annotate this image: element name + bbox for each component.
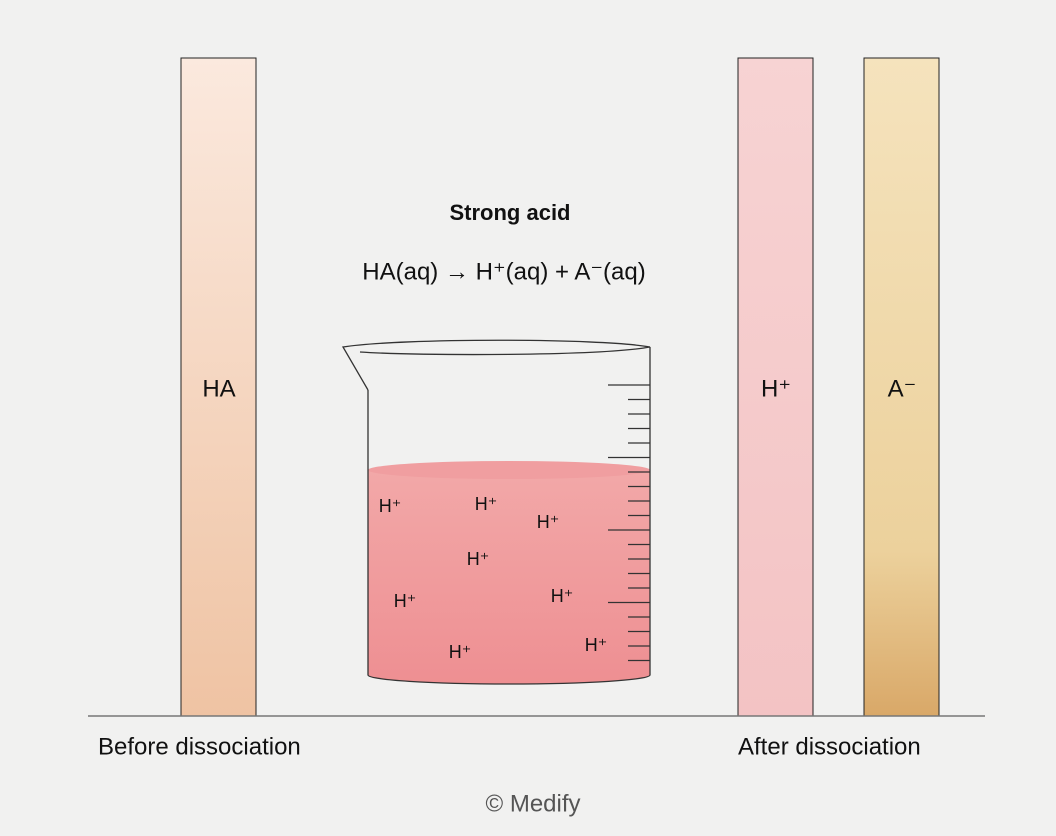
ion-label: H⁺ (537, 512, 560, 532)
caption-before: Before dissociation (98, 733, 301, 760)
title: Strong acid (449, 200, 570, 225)
liquid (368, 470, 650, 684)
ion-label: H⁺ (467, 549, 490, 569)
ion-label: H⁺ (379, 496, 402, 516)
ion-label: H⁺ (475, 494, 498, 514)
equation: HA(aq) → H⁺(aq) + A⁻(aq) (362, 258, 645, 285)
ion-label: H⁺ (585, 635, 608, 655)
footer: © Medify (485, 790, 580, 817)
beaker (341, 339, 651, 685)
column-label: H⁺ (761, 375, 791, 402)
column-ha (180, 57, 257, 717)
column-label: HA (202, 375, 235, 402)
column-a (863, 57, 940, 717)
caption-after: After dissociation (738, 733, 921, 760)
column-h (737, 57, 814, 717)
ion-label: H⁺ (551, 586, 574, 606)
ion-label: H⁺ (449, 642, 472, 662)
liquid-surface (368, 461, 650, 479)
ion-label: H⁺ (394, 591, 417, 611)
column-label: A⁻ (888, 375, 917, 402)
